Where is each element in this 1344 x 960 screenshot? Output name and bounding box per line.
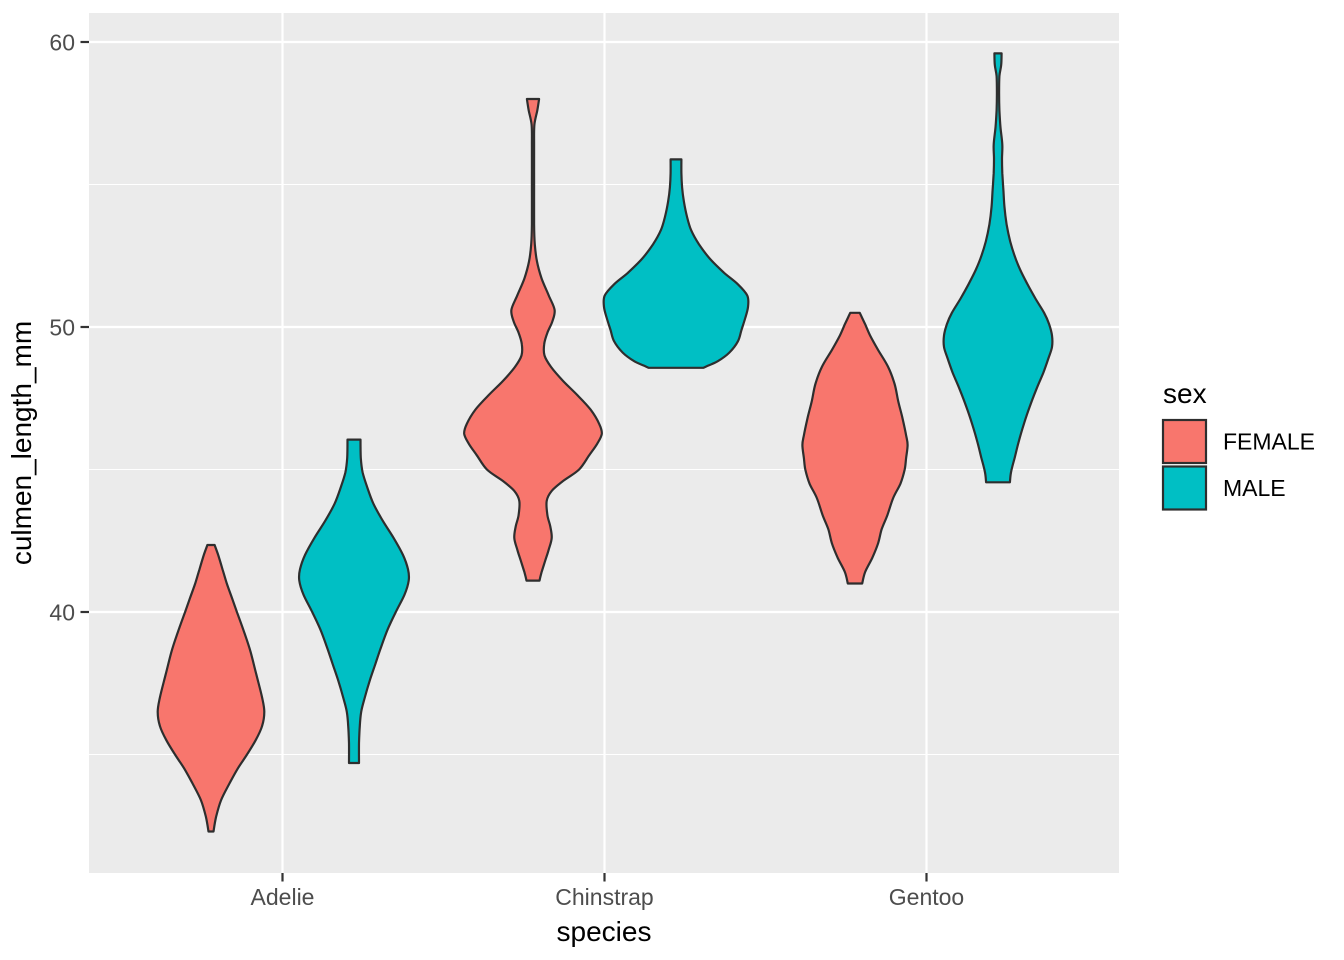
y-tick-label-60: 60: [49, 30, 75, 56]
legend-key-male: [1161, 465, 1208, 511]
legend-keys-layer: FEMALE MALE: [1161, 418, 1315, 511]
violin-chinstrap-female: [463, 97, 603, 582]
violins-layer: [156, 52, 1054, 833]
y-tick-label-50: 50: [49, 315, 75, 341]
legend-key-female: [1161, 418, 1208, 465]
violin-gentoo-female: [801, 311, 909, 585]
x-tick-label-chinstrap: Chinstrap: [555, 884, 653, 910]
x-axis-title: species: [557, 916, 652, 947]
y-axis-title: culmen_length_mm: [6, 321, 37, 565]
legend-title: sex: [1163, 378, 1207, 409]
x-tick-label-gentoo: Gentoo: [889, 884, 964, 910]
gridlines-layer: [89, 13, 1119, 873]
legend-label-male: MALE: [1223, 475, 1286, 501]
violin-adelie-male: [297, 438, 411, 765]
legend-label-female: FEMALE: [1223, 429, 1315, 455]
y-tick-label-40: 40: [49, 600, 75, 626]
x-tick-label-adelie: Adelie: [251, 884, 315, 910]
violin-adelie-female: [156, 543, 266, 833]
axis-ticks-layer: 40 50 60 Adelie Chinstrap Gentoo: [49, 30, 964, 911]
violin-gentoo-male: [942, 52, 1054, 484]
violin-chinstrap-male: [602, 158, 750, 369]
